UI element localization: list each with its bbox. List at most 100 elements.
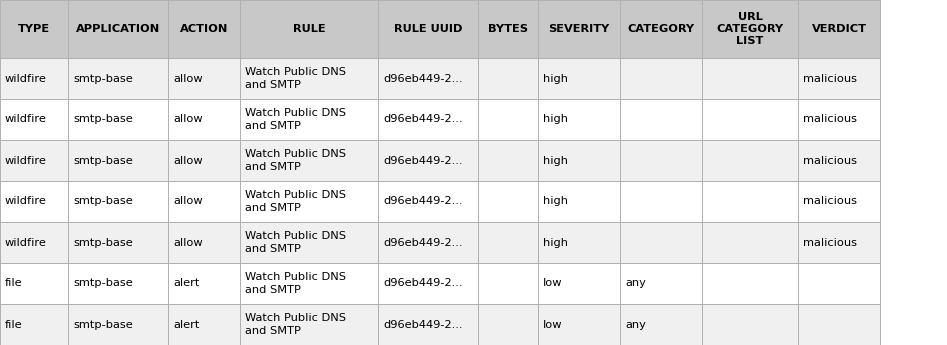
Text: wildfire: wildfire bbox=[5, 115, 46, 125]
Bar bbox=[378, 99, 478, 140]
Bar bbox=[538, 99, 620, 140]
Bar bbox=[68, 0, 168, 58]
Text: allow: allow bbox=[173, 197, 203, 207]
Bar bbox=[702, 222, 798, 263]
Bar bbox=[538, 304, 620, 345]
Bar bbox=[478, 0, 538, 58]
Text: Watch Public DNS
and SMTP: Watch Public DNS and SMTP bbox=[245, 231, 346, 254]
Text: d96eb449-2...: d96eb449-2... bbox=[383, 278, 462, 288]
Bar bbox=[478, 263, 538, 304]
Bar bbox=[620, 0, 702, 58]
Text: VERDICT: VERDICT bbox=[812, 24, 867, 34]
Bar bbox=[240, 140, 378, 181]
Text: wildfire: wildfire bbox=[5, 237, 46, 247]
Bar bbox=[798, 263, 880, 304]
Text: alert: alert bbox=[173, 278, 200, 288]
Bar bbox=[478, 58, 538, 99]
Text: wildfire: wildfire bbox=[5, 197, 46, 207]
Bar bbox=[68, 140, 168, 181]
Bar bbox=[168, 263, 240, 304]
Bar bbox=[620, 140, 702, 181]
Text: allow: allow bbox=[173, 73, 203, 83]
Bar bbox=[478, 222, 538, 263]
Text: smtp-base: smtp-base bbox=[73, 156, 133, 166]
Text: high: high bbox=[543, 115, 568, 125]
Bar bbox=[240, 99, 378, 140]
Bar bbox=[0, 263, 68, 304]
Text: smtp-base: smtp-base bbox=[73, 237, 133, 247]
Bar bbox=[0, 140, 68, 181]
Bar bbox=[538, 222, 620, 263]
Text: wildfire: wildfire bbox=[5, 73, 46, 83]
Bar bbox=[68, 304, 168, 345]
Text: smtp-base: smtp-base bbox=[73, 197, 133, 207]
Bar bbox=[478, 304, 538, 345]
Bar bbox=[538, 181, 620, 222]
Text: allow: allow bbox=[173, 156, 203, 166]
Text: d96eb449-2...: d96eb449-2... bbox=[383, 197, 462, 207]
Bar bbox=[168, 181, 240, 222]
Bar bbox=[68, 99, 168, 140]
Text: malicious: malicious bbox=[803, 115, 857, 125]
Bar bbox=[538, 263, 620, 304]
Text: low: low bbox=[543, 278, 563, 288]
Bar bbox=[620, 222, 702, 263]
Text: smtp-base: smtp-base bbox=[73, 73, 133, 83]
Bar bbox=[0, 99, 68, 140]
Text: TYPE: TYPE bbox=[18, 24, 50, 34]
Text: high: high bbox=[543, 73, 568, 83]
Text: d96eb449-2...: d96eb449-2... bbox=[383, 73, 462, 83]
Bar bbox=[240, 181, 378, 222]
Bar bbox=[378, 181, 478, 222]
Text: Watch Public DNS
and SMTP: Watch Public DNS and SMTP bbox=[245, 108, 346, 131]
Text: high: high bbox=[543, 156, 568, 166]
Bar bbox=[168, 304, 240, 345]
Text: SEVERITY: SEVERITY bbox=[548, 24, 610, 34]
Bar bbox=[702, 304, 798, 345]
Bar bbox=[0, 181, 68, 222]
Text: file: file bbox=[5, 278, 23, 288]
Bar bbox=[478, 181, 538, 222]
Bar bbox=[620, 181, 702, 222]
Text: d96eb449-2...: d96eb449-2... bbox=[383, 156, 462, 166]
Bar bbox=[240, 222, 378, 263]
Bar bbox=[378, 263, 478, 304]
Text: RULE: RULE bbox=[293, 24, 326, 34]
Bar bbox=[620, 263, 702, 304]
Text: Watch Public DNS
and SMTP: Watch Public DNS and SMTP bbox=[245, 149, 346, 172]
Bar bbox=[702, 263, 798, 304]
Text: high: high bbox=[543, 197, 568, 207]
Bar bbox=[538, 0, 620, 58]
Text: high: high bbox=[543, 237, 568, 247]
Bar bbox=[702, 58, 798, 99]
Bar bbox=[378, 58, 478, 99]
Bar bbox=[168, 222, 240, 263]
Bar bbox=[168, 140, 240, 181]
Bar bbox=[478, 140, 538, 181]
Bar bbox=[798, 58, 880, 99]
Bar bbox=[538, 58, 620, 99]
Text: malicious: malicious bbox=[803, 237, 857, 247]
Bar bbox=[378, 0, 478, 58]
Text: Watch Public DNS
and SMTP: Watch Public DNS and SMTP bbox=[245, 272, 346, 295]
Bar bbox=[168, 58, 240, 99]
Bar bbox=[68, 58, 168, 99]
Text: d96eb449-2...: d96eb449-2... bbox=[383, 319, 462, 329]
Bar bbox=[798, 222, 880, 263]
Bar bbox=[68, 263, 168, 304]
Bar bbox=[240, 304, 378, 345]
Bar bbox=[798, 304, 880, 345]
Bar bbox=[702, 140, 798, 181]
Bar bbox=[240, 263, 378, 304]
Bar bbox=[168, 99, 240, 140]
Text: RULE UUID: RULE UUID bbox=[394, 24, 462, 34]
Bar bbox=[240, 0, 378, 58]
Text: d96eb449-2...: d96eb449-2... bbox=[383, 115, 462, 125]
Bar bbox=[0, 304, 68, 345]
Bar bbox=[168, 0, 240, 58]
Text: allow: allow bbox=[173, 115, 203, 125]
Bar bbox=[68, 181, 168, 222]
Bar bbox=[798, 0, 880, 58]
Text: any: any bbox=[625, 319, 646, 329]
Text: d96eb449-2...: d96eb449-2... bbox=[383, 237, 462, 247]
